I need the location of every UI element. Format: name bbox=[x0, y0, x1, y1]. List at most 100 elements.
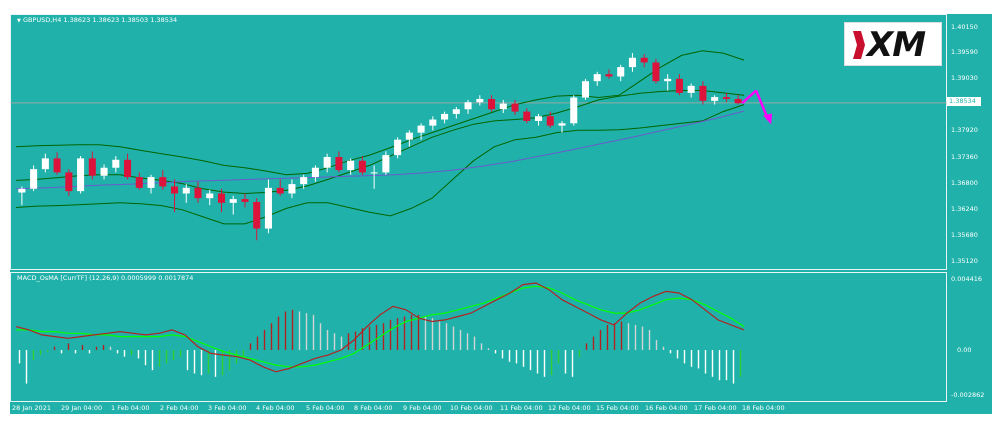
price-tick: 1.39590 bbox=[951, 48, 978, 56]
candle-body bbox=[170, 186, 179, 194]
chart-frame[interactable]: ▼ GBPUSD,H4 1.38623 1.38623 1.38503 1.38… bbox=[10, 14, 992, 414]
projection-up-arrow bbox=[741, 89, 757, 105]
candle-body bbox=[664, 78, 672, 82]
moving-average-line bbox=[15, 110, 745, 190]
time-tick: 12 Feb 04:00 bbox=[548, 404, 591, 412]
candle-body bbox=[206, 193, 214, 199]
macd-tick: -0.002862 bbox=[951, 391, 985, 399]
macd-line bbox=[15, 282, 745, 373]
candle-body bbox=[640, 57, 648, 63]
time-tick: 8 Feb 04:00 bbox=[354, 404, 393, 412]
price-tick: 1.39030 bbox=[951, 74, 978, 82]
candle-body bbox=[276, 187, 284, 194]
time-tick: 17 Feb 04:00 bbox=[694, 404, 737, 412]
symbol-quote: GBPUSD,H4 1.38623 1.38623 1.38503 1.3853… bbox=[22, 16, 178, 24]
time-tick: 9 Feb 04:00 bbox=[403, 404, 442, 412]
candle-body bbox=[300, 177, 308, 185]
xm-logo: XM bbox=[844, 22, 942, 66]
candle-body bbox=[311, 167, 319, 178]
candle-body bbox=[65, 172, 73, 192]
candle-body bbox=[499, 103, 507, 110]
candle-body bbox=[159, 177, 167, 187]
candle-body bbox=[77, 158, 85, 192]
macd-pane[interactable]: MACD_OsMA [CurrTF] (12,26,9) 0.0005999 0… bbox=[10, 272, 947, 402]
candle-body bbox=[593, 74, 601, 82]
time-tick: 15 Feb 04:00 bbox=[596, 404, 639, 412]
current-price-label: 1.38534 bbox=[947, 97, 981, 106]
candle-body bbox=[124, 159, 132, 178]
candle-body bbox=[417, 125, 425, 133]
signal-line bbox=[16, 285, 745, 368]
price-tick: 1.35120 bbox=[951, 257, 978, 265]
time-tick: 10 Feb 04:00 bbox=[450, 404, 493, 412]
logo-chevron bbox=[853, 31, 865, 59]
time-tick: 3 Feb 04:00 bbox=[208, 404, 247, 412]
candle-body bbox=[18, 188, 26, 193]
candle-body bbox=[229, 199, 237, 203]
price-tick: 1.37920 bbox=[951, 126, 978, 134]
candle-body bbox=[135, 177, 143, 188]
candle-body bbox=[30, 169, 38, 189]
time-tick: 16 Feb 04:00 bbox=[645, 404, 688, 412]
candle-body bbox=[570, 97, 578, 124]
candle-body bbox=[100, 167, 108, 176]
candle-body bbox=[628, 57, 636, 68]
candle-body bbox=[581, 81, 590, 98]
time-tick: 5 Feb 04:00 bbox=[306, 404, 345, 412]
candle-body bbox=[523, 111, 531, 121]
candle-body bbox=[253, 201, 261, 229]
time-axis: 28 Jan 2021 29 Jan 04:00 1 Feb 04:00 2 F… bbox=[10, 402, 992, 414]
candle-body bbox=[394, 139, 402, 156]
macd-header: MACD_OsMA [CurrTF] (12,26,9) 0.0005999 0… bbox=[17, 274, 194, 282]
candle-body bbox=[687, 85, 695, 93]
candle-body bbox=[605, 74, 613, 77]
candle-body bbox=[476, 98, 484, 103]
candle-body bbox=[488, 98, 496, 110]
candle-body bbox=[617, 67, 625, 77]
candle-body bbox=[370, 172, 378, 174]
macd-tick: 0.00 bbox=[957, 346, 972, 354]
candle-body bbox=[675, 78, 683, 93]
candle-body bbox=[323, 156, 331, 168]
candle-body bbox=[241, 199, 249, 202]
bollinger-lower-line bbox=[15, 104, 745, 225]
candle-body bbox=[441, 113, 449, 120]
time-tick: 18 Feb 04:00 bbox=[742, 404, 785, 412]
candle-body bbox=[217, 193, 226, 203]
price-tick: 1.36800 bbox=[951, 179, 978, 187]
candle-body bbox=[335, 156, 343, 171]
candle-body bbox=[182, 187, 190, 194]
candle-body bbox=[558, 123, 566, 126]
candle-body bbox=[53, 158, 61, 173]
candle-body bbox=[452, 109, 460, 114]
candle-body bbox=[264, 187, 272, 229]
candle-body bbox=[699, 85, 707, 101]
logo-text: XM bbox=[867, 25, 926, 65]
bollinger-middle-line bbox=[15, 90, 745, 195]
price-tick: 1.37360 bbox=[951, 153, 978, 161]
collapse-arrow-icon[interactable]: ▼ bbox=[17, 18, 21, 24]
candle-body bbox=[358, 160, 366, 173]
candle-body bbox=[405, 132, 413, 140]
chart-plot bbox=[10, 50, 947, 384]
time-tick: 4 Feb 04:00 bbox=[256, 404, 295, 412]
time-tick: 29 Jan 04:00 bbox=[61, 404, 103, 412]
price-pane[interactable]: ▼ GBPUSD,H4 1.38623 1.38623 1.38503 1.38… bbox=[10, 14, 947, 270]
candle-body bbox=[534, 116, 543, 121]
time-tick: 28 Jan 2021 bbox=[12, 404, 51, 412]
candle-body bbox=[722, 97, 730, 99]
candle-body bbox=[112, 159, 120, 168]
bollinger-upper-line bbox=[15, 50, 745, 176]
time-tick: 2 Feb 04:00 bbox=[160, 404, 199, 412]
candle-body bbox=[464, 102, 472, 110]
symbol-header: ▼ GBPUSD,H4 1.38623 1.38623 1.38503 1.38… bbox=[17, 16, 177, 24]
price-tick: 1.35680 bbox=[951, 231, 978, 239]
price-tick: 1.40150 bbox=[951, 23, 978, 31]
candle-body bbox=[546, 116, 554, 126]
candle-body bbox=[288, 184, 296, 194]
time-tick: 11 Feb 04:00 bbox=[500, 404, 543, 412]
macd-tick: 0.004416 bbox=[951, 275, 983, 283]
candle-body bbox=[429, 119, 437, 126]
time-tick: 1 Feb 04:00 bbox=[111, 404, 150, 412]
candle-body bbox=[194, 187, 202, 199]
